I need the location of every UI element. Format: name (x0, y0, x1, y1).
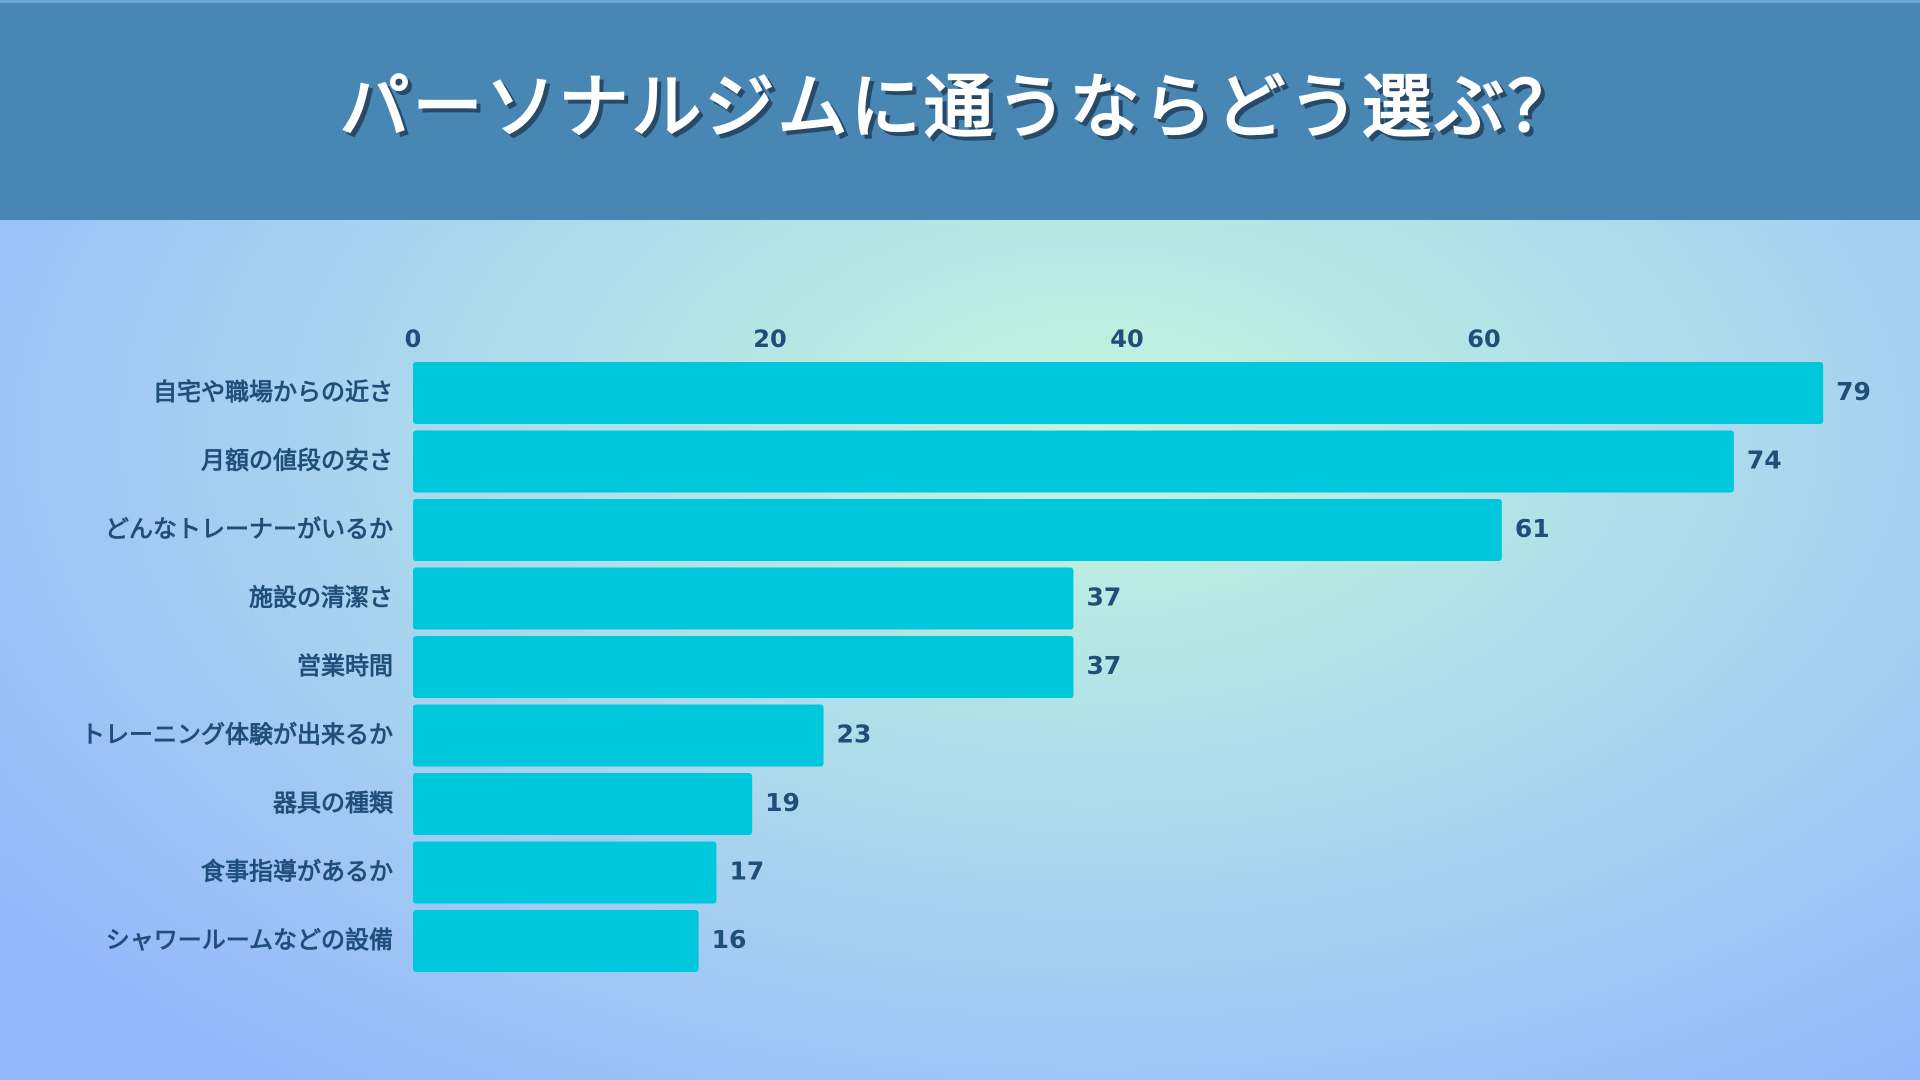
value-label: 79 (1836, 377, 1871, 406)
x-tick-label: 20 (753, 325, 786, 353)
category-label: 営業時間 (297, 652, 393, 680)
category-label: シャワールームなどの設備 (106, 926, 393, 954)
value-label: 19 (765, 788, 800, 817)
bar (413, 636, 1074, 698)
bar (413, 841, 717, 904)
category-label: トレーニング体験が出来るか (81, 721, 393, 749)
category-label: 施設の清潔さ (249, 584, 393, 612)
category-label: 自宅や職場からの近さ (153, 378, 393, 406)
category-label: 食事指導があるか (201, 858, 393, 886)
category-label: どんなトレーナーがいるか (105, 515, 393, 543)
bar (413, 499, 1502, 561)
category-label: 器具の種類 (272, 789, 394, 817)
bar (413, 362, 1824, 424)
x-tick-label: 60 (1467, 325, 1500, 353)
value-label: 37 (1086, 583, 1121, 612)
chart-title: パーソナルジムに通うならどう選ぶ？ (339, 66, 1581, 148)
bar (413, 704, 824, 767)
value-label: 16 (712, 925, 747, 954)
title-banner: パーソナルジムに通うならどう選ぶ？ (0, 0, 1920, 220)
value-label: 74 (1747, 446, 1782, 475)
value-label: 37 (1086, 651, 1121, 680)
bar (413, 567, 1074, 630)
value-label: 23 (837, 720, 872, 749)
x-tick-label: 40 (1110, 325, 1143, 353)
bar (413, 773, 753, 835)
x-tick-label: 0 (405, 325, 422, 353)
value-label: 61 (1515, 514, 1550, 543)
bar (413, 910, 699, 972)
value-label: 17 (729, 857, 764, 886)
bar (413, 430, 1734, 493)
category-label: 月額の値段の安さ (200, 447, 393, 475)
